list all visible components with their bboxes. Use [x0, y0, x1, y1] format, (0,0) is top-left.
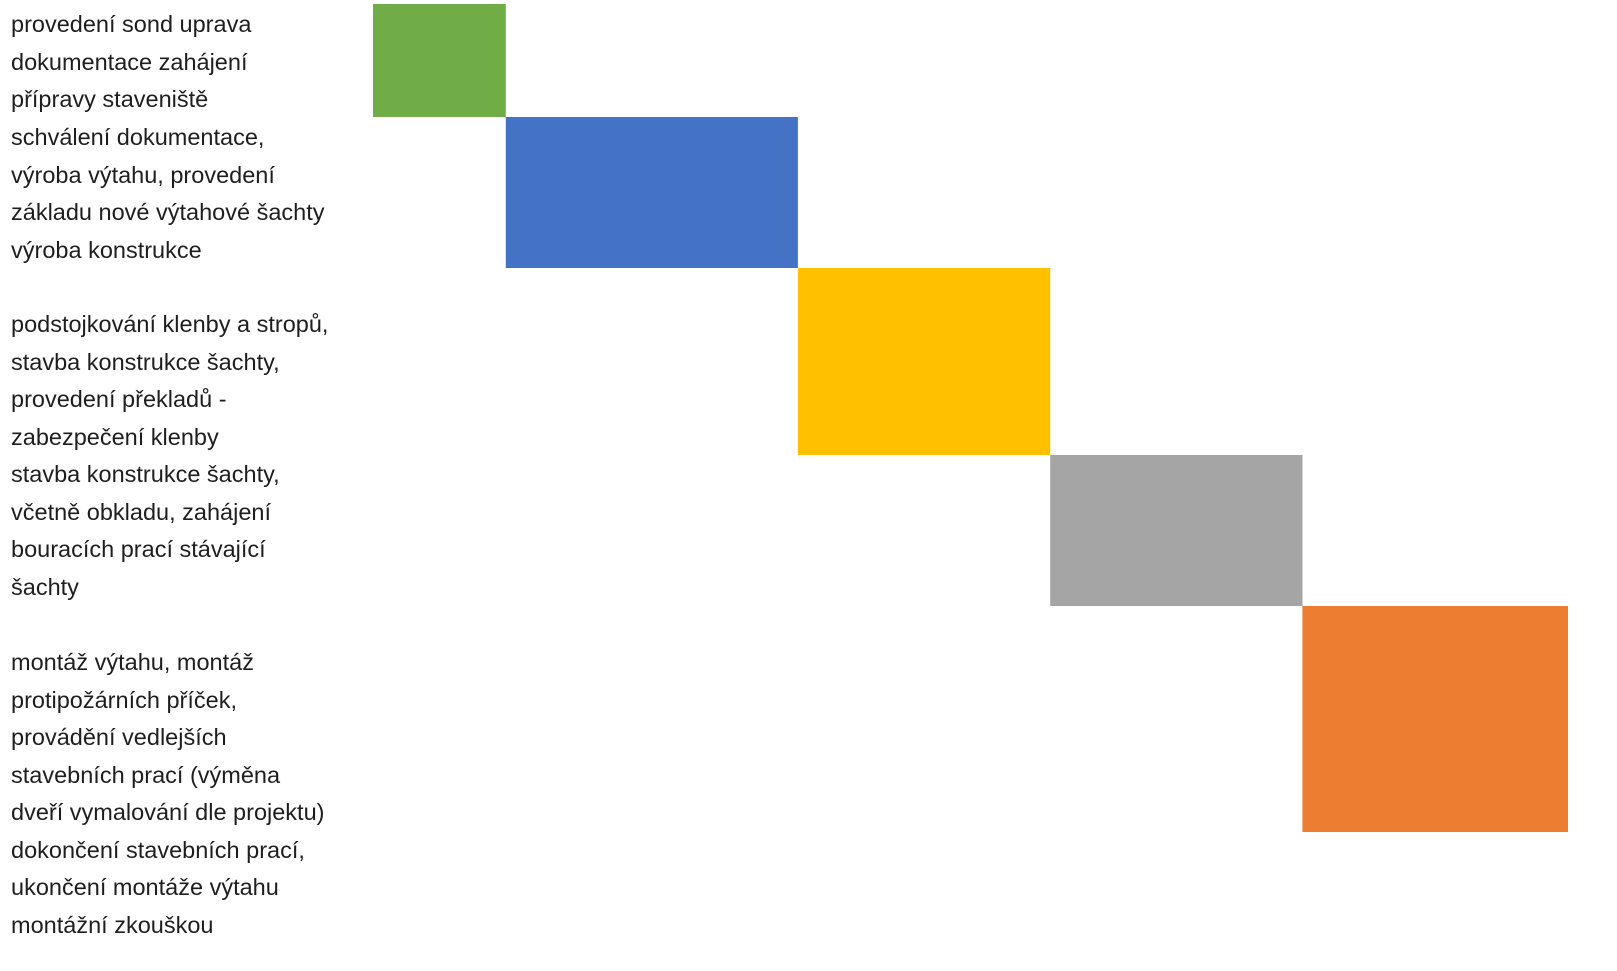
task-label-5: montáž výtahu, montáž protipožárních pří…: [11, 649, 325, 938]
task-bar-2: [505, 117, 798, 268]
task-bar-3: [797, 268, 1051, 455]
task-bar-1: [373, 4, 506, 117]
task-label-4: stavba konstrukce šachty, včetně obkladu…: [11, 461, 280, 600]
task-bar-4: [1050, 455, 1303, 606]
task-label-1: provedení sond uprava dokumentace zaháje…: [11, 11, 252, 112]
task-label-2: schválení dokumentace, výroba výtahu, pr…: [11, 124, 325, 263]
task-label-3: podstojkování klenby a stropů, stavba ko…: [11, 311, 329, 450]
task-bar-5: [1302, 606, 1568, 832]
